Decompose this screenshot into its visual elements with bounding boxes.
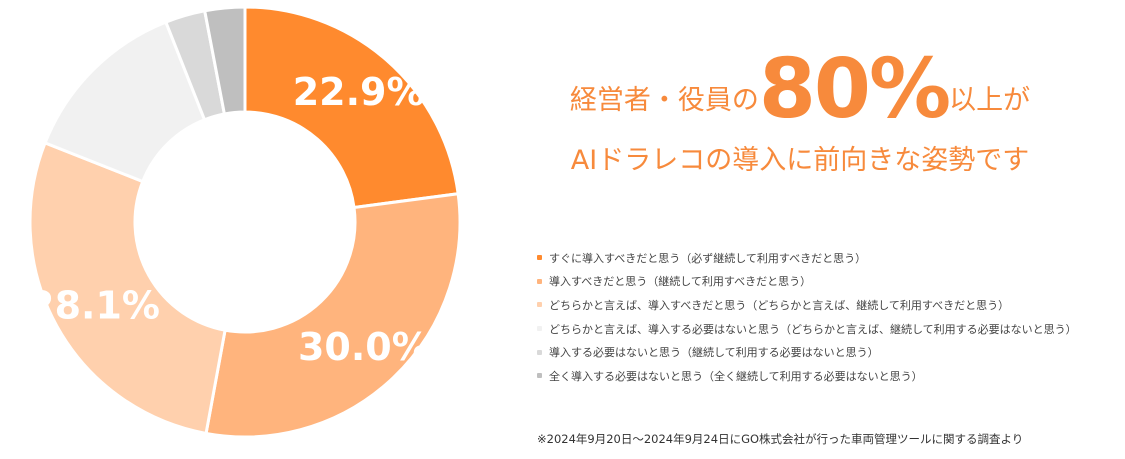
headline: 経営者・役員の80%以上が AIドラレコの導入に前向きな姿勢です: [500, 45, 1100, 177]
footnote: ※2024年9月20日〜2024年9月24日にGO株式会社が行った車両管理ツール…: [537, 432, 1024, 446]
legend-label: すぐに導入すべきだと思う（必ず継続して利用すべきだと思う）: [549, 251, 867, 265]
legend-label: どちらかと言えば、導入する必要はないと思う（どちらかと言えば、継続して利用する必…: [549, 322, 1077, 336]
donut-chart: 22.9% 30.0% 28.1%: [28, 5, 462, 439]
donut-slice: [202, 5, 247, 116]
legend-swatch: [537, 278, 542, 284]
legend-swatch: [537, 326, 542, 332]
headline-highlight: 80%: [758, 42, 951, 137]
headline-prefix: 経営者・役員の: [569, 85, 759, 116]
legend-swatch: [537, 302, 542, 308]
headline-line2: AIドラレコの導入に前向きな姿勢です: [570, 145, 1030, 176]
legend-label: どちらかと言えば、導入すべきだと思う（どちらかと言えば、継続して利用すべきだと思…: [549, 298, 1010, 312]
legend-label: 全く導入する必要はないと思う（全く継続して利用する必要はないと思う）: [549, 369, 923, 383]
legend-swatch: [537, 255, 542, 261]
legend-item: 全く導入する必要はないと思う（全く継続して利用する必要はないと思う）: [537, 364, 1077, 388]
legend-item: 導入すべきだと思う（継続して利用すべきだと思う）: [537, 270, 1077, 294]
headline-suffix: 以上が: [949, 85, 1031, 116]
donut-slice: [204, 192, 462, 439]
slice-label: 28.1%: [28, 284, 160, 328]
slice-label: 30.0%: [298, 325, 430, 369]
donut-slice: [243, 5, 460, 210]
legend-swatch: [537, 373, 542, 379]
legend-swatch: [537, 349, 542, 355]
legend-item: すぐに導入すべきだと思う（必ず継続して利用すべきだと思う）: [537, 246, 1077, 270]
legend-label: 導入する必要はないと思う（継続して利用する必要はないと思う）: [549, 346, 879, 360]
slice-label: 22.9%: [293, 70, 425, 114]
donut-slice: [28, 140, 227, 436]
legend-item: 導入する必要はないと思う（継続して利用する必要はないと思う）: [537, 340, 1077, 364]
legend-item: どちらかと言えば、導入する必要はないと思う（どちらかと言えば、継続して利用する必…: [537, 317, 1077, 341]
legend-item: どちらかと言えば、導入すべきだと思う（どちらかと言えば、継続して利用すべきだと思…: [537, 293, 1077, 317]
legend: すぐに導入すべきだと思う（必ず継続して利用すべきだと思う） 導入すべきだと思う（…: [537, 246, 1077, 388]
legend-label: 導入すべきだと思う（継続して利用すべきだと思う）: [549, 275, 812, 289]
